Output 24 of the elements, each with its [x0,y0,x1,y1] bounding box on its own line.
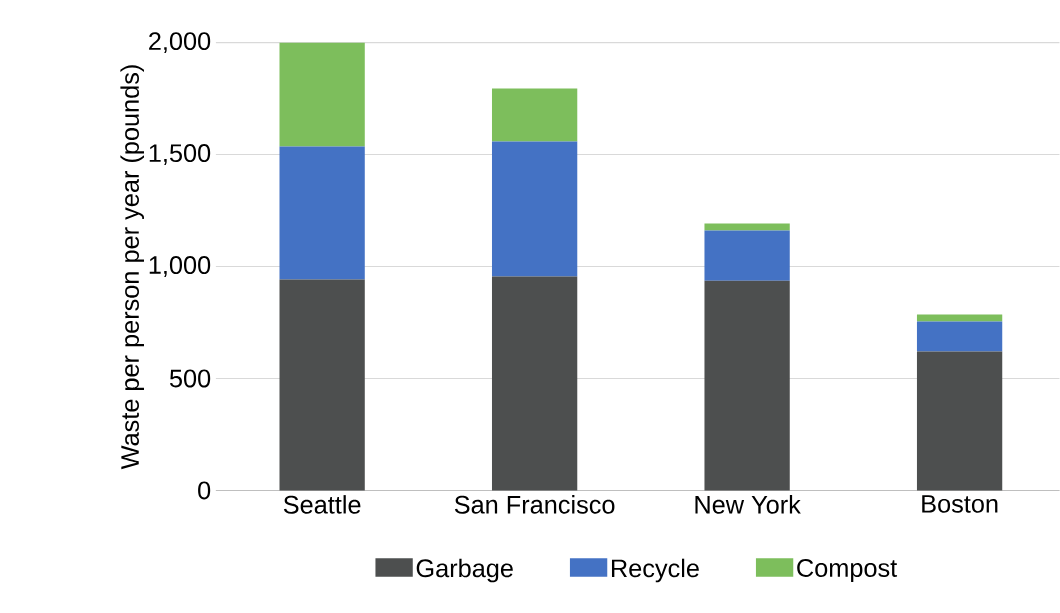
bar [916,321,1003,352]
x-tick-label: Seattle [283,495,361,514]
bar [916,314,1003,322]
bar [279,42,365,147]
bar [279,146,365,280]
x-tick-label: San Francisco [454,495,615,514]
y-tick-label: 1,500 [149,144,211,166]
y-axis-title: Waste per person per year (pounds) [120,65,144,470]
y-tick-label: 2,000 [149,32,211,54]
bar [491,141,578,277]
bar [279,279,365,491]
bar [491,276,578,491]
bar [491,88,578,142]
bar [916,351,1003,491]
y-tick-label: 0 [198,481,211,500]
y-tick-label: 500 [169,369,211,388]
bar [704,280,790,491]
x-tick-label: Boston [922,495,998,513]
legend-label: Compost [797,559,898,582]
legend-label: Recycle [611,558,699,583]
x-tick-label: New York [695,495,801,514]
legend-label: Garbage [416,558,513,583]
bar [704,230,790,281]
y-tick-label: 1,000 [149,256,211,277]
